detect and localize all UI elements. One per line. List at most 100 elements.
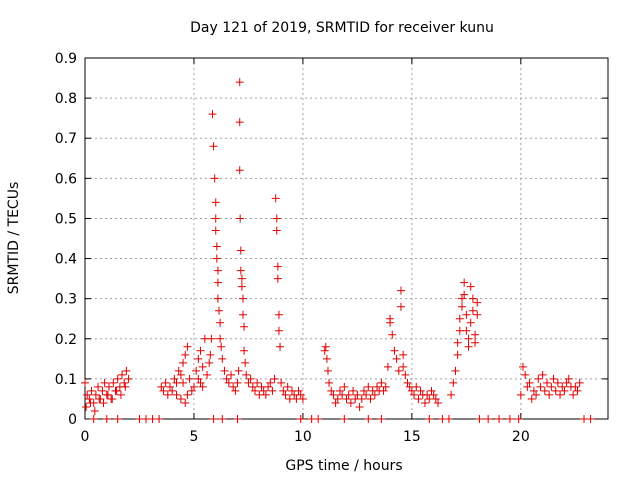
data-point	[210, 174, 219, 183]
data-point	[268, 386, 277, 395]
data-point	[215, 306, 224, 315]
x-tick-label: 0	[81, 429, 90, 445]
data-point	[377, 378, 386, 387]
data-point	[238, 294, 247, 303]
data-point	[420, 398, 429, 407]
data-point	[314, 415, 323, 423]
data-point	[346, 398, 355, 407]
data-point	[294, 386, 303, 395]
data-point	[434, 398, 443, 407]
data-point	[246, 374, 255, 383]
data-point	[473, 298, 482, 307]
data-point	[279, 386, 288, 395]
y-tick-label: 0.1	[55, 372, 77, 388]
data-point	[85, 394, 94, 403]
data-point	[194, 374, 203, 383]
data-point	[176, 394, 185, 403]
data-point	[414, 394, 423, 403]
data-point	[505, 415, 514, 423]
x-axis-label: GPS time / hours	[285, 458, 402, 474]
data-point	[558, 382, 567, 391]
data-point	[327, 386, 336, 395]
data-point	[519, 362, 528, 371]
y-tick-label: 0.5	[55, 211, 77, 227]
data-point	[573, 386, 582, 395]
data-point	[161, 378, 170, 387]
data-point	[392, 354, 401, 363]
data-point	[373, 382, 382, 391]
data-point	[431, 394, 440, 403]
data-point	[95, 394, 104, 403]
data-point	[381, 382, 390, 391]
data-point	[403, 378, 412, 387]
x-tick-label: 20	[512, 429, 530, 445]
data-point	[118, 370, 127, 379]
data-point	[516, 390, 525, 399]
data-point	[532, 390, 541, 399]
data-point	[322, 354, 331, 363]
data-point	[444, 415, 453, 423]
data-point	[466, 282, 475, 291]
y-tick-label: 0.4	[55, 252, 77, 268]
data-point	[83, 390, 92, 399]
data-point	[540, 386, 549, 395]
data-point	[213, 266, 222, 275]
data-point	[250, 386, 259, 395]
data-point	[231, 386, 240, 395]
data-point	[551, 386, 560, 395]
data-point	[523, 382, 532, 391]
y-tick-label: 0.9	[55, 51, 77, 67]
data-point	[273, 274, 282, 283]
data-point	[213, 278, 222, 287]
y-tick-label: 0.2	[55, 332, 77, 348]
data-point	[196, 346, 205, 355]
data-point	[194, 354, 203, 363]
data-point	[109, 378, 118, 387]
data-point	[396, 302, 405, 311]
data-point	[273, 262, 282, 271]
data-point	[547, 382, 556, 391]
data-point	[235, 166, 244, 175]
data-point	[272, 226, 281, 235]
data-point	[236, 266, 245, 275]
data-point	[104, 382, 113, 391]
data-point	[264, 382, 273, 391]
data-point	[321, 342, 330, 351]
data-point	[234, 366, 243, 375]
data-point	[379, 386, 388, 395]
data-point	[342, 394, 351, 403]
data-point	[240, 322, 249, 331]
data-point	[121, 382, 130, 391]
data-point	[364, 415, 373, 423]
data-point	[222, 374, 231, 383]
data-point	[179, 358, 188, 367]
data-point	[521, 370, 530, 379]
data-point	[238, 310, 247, 319]
data-point	[464, 342, 473, 351]
data-point	[242, 370, 251, 379]
data-point	[429, 390, 438, 399]
data-point	[388, 330, 397, 339]
data-point	[362, 390, 371, 399]
data-point	[229, 382, 238, 391]
data-point	[399, 362, 408, 371]
data-point	[270, 374, 279, 383]
data-point	[364, 382, 373, 391]
data-point	[394, 366, 403, 375]
data-point	[253, 378, 262, 387]
data-point	[206, 350, 215, 359]
data-point	[410, 390, 419, 399]
data-point	[571, 382, 580, 391]
data-point	[124, 374, 133, 383]
data-point	[349, 386, 358, 395]
axis-ticks	[84, 57, 608, 420]
data-point	[227, 370, 236, 379]
data-point	[209, 142, 218, 151]
data-point	[274, 326, 283, 335]
data-point	[90, 406, 99, 415]
data-point	[425, 415, 434, 423]
data-point	[333, 394, 342, 403]
y-tick-label: 0.7	[55, 131, 77, 147]
data-point	[237, 274, 246, 283]
data-point	[495, 415, 504, 423]
